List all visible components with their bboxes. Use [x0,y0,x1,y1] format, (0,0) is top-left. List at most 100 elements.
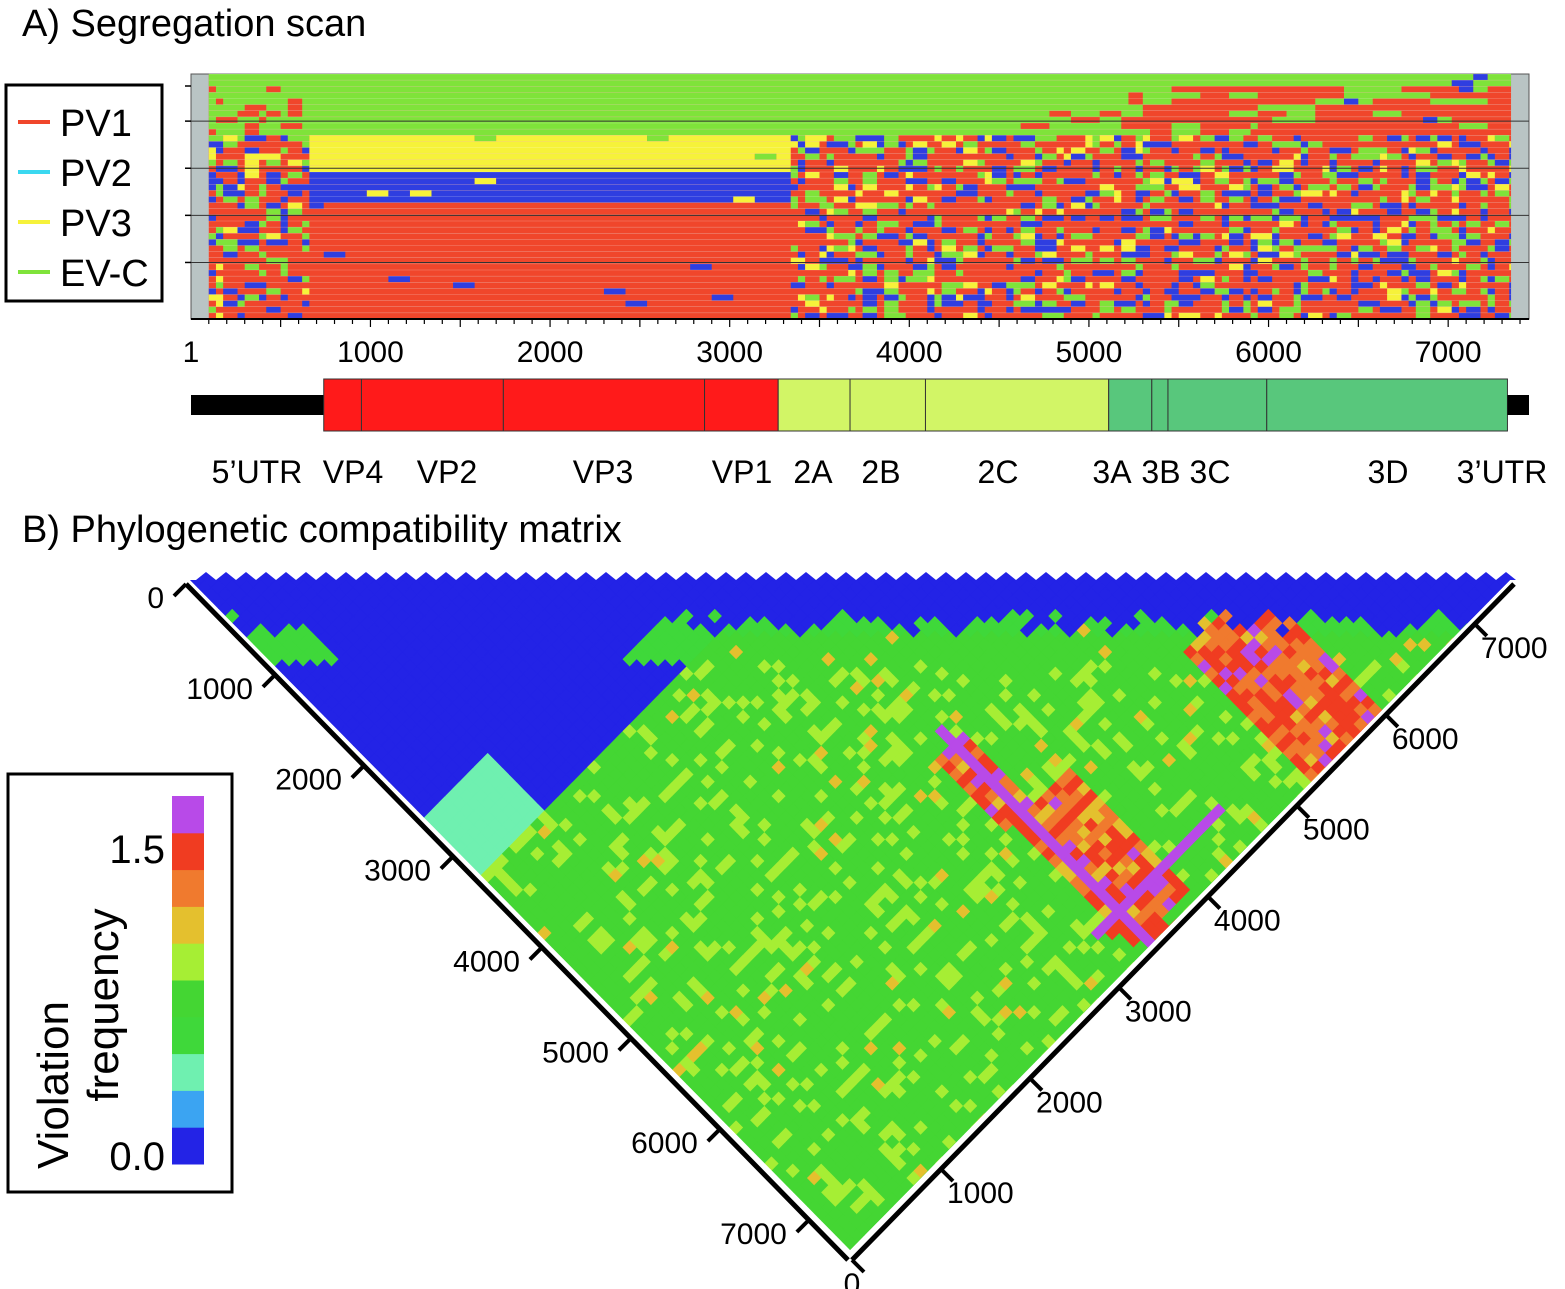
scan-x-tick-label: 5000 [1056,336,1123,369]
scan-segment [1042,282,1057,289]
scan-segment [1164,306,1172,313]
scan-segment [1458,227,1467,234]
scan-segment [280,270,288,277]
scan-segment [912,153,928,160]
scan-segment [1250,178,1258,185]
scan-segment [1300,159,1309,166]
scan-segment [927,288,935,295]
genome-region-2a [777,378,851,432]
scan-segment [833,135,856,142]
scan-segment [1480,288,1488,295]
scan-segment [977,239,985,246]
scan-segment [1466,306,1481,313]
scan-segment [1085,135,1093,142]
scan-segment [790,306,798,313]
scan-segment [905,227,913,234]
scan-segment [1415,184,1431,191]
scan-segment [266,202,281,209]
scan-segment [1178,270,1215,277]
scan-segment [1293,190,1301,197]
scan-segment [912,141,928,148]
scan-segment [1149,172,1165,179]
scan-segment [244,202,260,209]
scan-segment [941,263,957,270]
scan-segment [1509,294,1512,301]
scan-segment [1229,92,1258,99]
scan-segment [805,190,820,197]
scan-segment [1358,263,1373,270]
scan-segment [1063,159,1071,166]
scan-row [208,141,1512,148]
scan-segment [1379,282,1388,289]
scan-gridlines [185,85,1529,264]
scan-segment [862,263,877,270]
scan-segment [1430,300,1438,307]
scan-segment [1070,300,1086,307]
scan-segment [244,159,260,166]
scan-segment [1480,147,1488,154]
scan-segment [1509,300,1512,307]
scan-segment [1480,276,1488,283]
scan-segment [862,178,877,185]
scan-segment [474,135,497,142]
scan-segment [1458,178,1467,185]
scan-segment [1451,257,1459,264]
scan-segment [884,282,899,289]
scan-segment [1257,251,1280,258]
scan-segment [1322,165,1330,172]
scan-segment [287,172,303,179]
scan-segment [208,141,224,148]
scan-segment [1272,263,1280,270]
scan-segment [1114,239,1122,246]
scan-segment [963,245,978,252]
scan-segment [898,294,906,301]
scan-segment [1451,306,1459,313]
scan-segment [1494,184,1510,191]
scan-segment [1114,135,1122,142]
scan-segment [1243,306,1251,313]
scan-segment [1070,196,1086,203]
scan-segment [280,86,1172,93]
scan-segment [790,312,798,319]
scan-segment [266,214,281,221]
scan-segment [1056,288,1064,295]
scan-segment [208,80,1452,87]
scan-segment [1142,300,1150,307]
scan-segment [1035,208,1043,215]
scan-segment [833,178,849,185]
scan-segment [884,312,906,319]
scan-segment [1293,245,1337,252]
scan-segment [797,141,806,148]
scan-segment [941,245,957,252]
scan-row [208,270,1512,277]
scan-segment [625,300,648,307]
scan-segment [1300,312,1309,319]
scan-segment [1243,270,1258,277]
legend-label-evc: EV-C [60,253,149,295]
scan-segment [1114,288,1122,295]
scan-segment [287,208,303,215]
scan-segment [855,257,863,264]
scan-segment [1473,74,1488,81]
scan-segment [237,202,245,209]
scan-segment [1494,245,1510,252]
scan-segment [302,165,310,172]
scan-segment [1351,257,1359,264]
scan-segment [884,288,899,295]
scan-segment [1437,270,1452,277]
scan-segment [1351,276,1359,283]
scan-segment [266,239,288,246]
scan-segment [244,282,267,289]
scan-segment [1300,294,1323,301]
scan-segment [1358,306,1373,313]
scan-segment [280,196,288,203]
scan-segment [1415,245,1431,252]
scan-segment [956,190,978,197]
scan-segment [1042,165,1057,172]
genome-region-vp1 [704,378,779,432]
scan-segment [1308,141,1323,148]
scan-segment [237,184,245,191]
scan-segment [1243,227,1251,234]
scan-x-axis: 1 1000 2000 3000 4000 5000 6000 7000 [183,318,1529,369]
scan-segment [1408,184,1416,191]
